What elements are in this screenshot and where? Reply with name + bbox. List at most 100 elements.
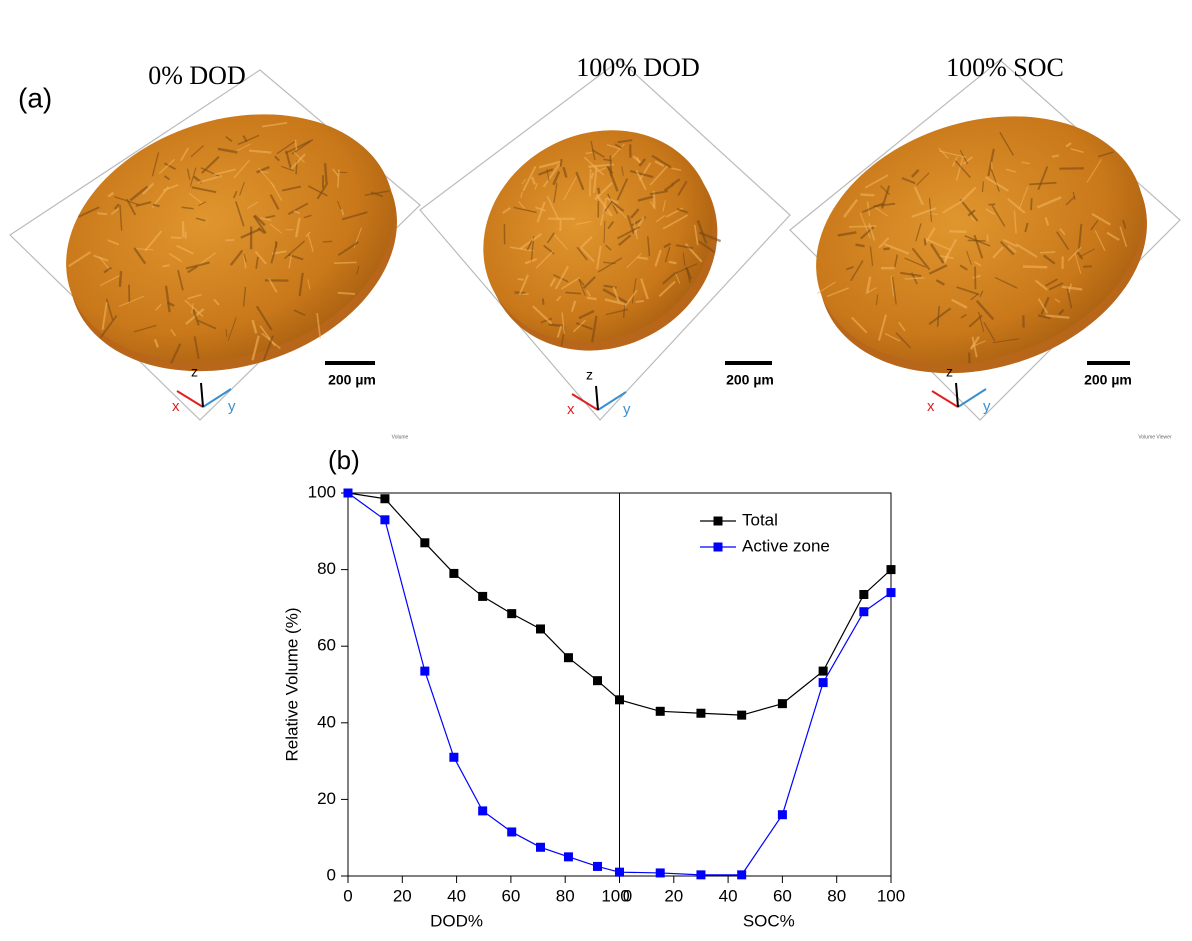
texture (621, 166, 624, 176)
texture (880, 185, 891, 196)
texture (1045, 314, 1070, 319)
x-tick-label: 100 (877, 886, 905, 905)
texture (866, 201, 871, 216)
marker (380, 494, 390, 504)
texture (916, 172, 930, 186)
texture (951, 156, 958, 167)
texture (307, 185, 328, 197)
texture (898, 321, 906, 332)
texture (126, 198, 137, 216)
texture (978, 311, 985, 332)
texture (655, 214, 666, 223)
texture (970, 216, 976, 222)
texture (603, 220, 606, 244)
texture (597, 187, 601, 194)
marker (886, 588, 896, 598)
x-tick-label: 80 (556, 886, 575, 905)
texture (341, 209, 345, 216)
texture (560, 276, 581, 290)
texture (616, 178, 629, 201)
texture (607, 220, 615, 230)
texture (617, 139, 633, 144)
texture (322, 240, 333, 243)
texture (999, 131, 1014, 156)
texture (588, 163, 614, 168)
marker (655, 706, 665, 716)
texture (1002, 238, 1018, 248)
marker (777, 699, 787, 709)
texture (316, 312, 322, 339)
texture (303, 214, 312, 219)
y-tick-label: 0 (327, 865, 336, 884)
axis-x-arrow (571, 393, 599, 411)
texture (334, 261, 357, 265)
texture (938, 147, 949, 159)
texture (552, 171, 561, 186)
texture (981, 181, 985, 193)
marker (859, 589, 869, 599)
texture (884, 332, 901, 342)
texture (662, 271, 677, 285)
texture (188, 192, 202, 204)
marker (478, 806, 488, 816)
texture (293, 151, 305, 163)
texture (549, 277, 557, 287)
texture (910, 169, 920, 178)
texture (96, 212, 108, 216)
texture (155, 303, 162, 311)
legend-label: Total (742, 510, 778, 529)
texture (168, 252, 183, 263)
texture (166, 301, 175, 307)
texture (662, 200, 666, 212)
axis-x-label: x (927, 398, 935, 415)
texture (1021, 161, 1030, 165)
texture (991, 205, 1006, 227)
texture (575, 171, 585, 191)
x-tick-label: 40 (447, 886, 466, 905)
texture (862, 202, 884, 213)
texture (128, 284, 131, 302)
texture (213, 298, 220, 306)
texture (186, 168, 191, 180)
texture (915, 223, 922, 242)
texture (884, 243, 910, 255)
panel-label: (b) (328, 445, 360, 475)
texture (118, 295, 145, 308)
texture (631, 278, 637, 304)
marker (449, 568, 459, 578)
texture (225, 136, 233, 143)
texture (337, 291, 355, 295)
texture (364, 190, 390, 197)
texture (307, 279, 311, 290)
texture (904, 257, 927, 268)
texture (684, 266, 693, 280)
texture (118, 271, 123, 287)
texture (1091, 213, 1111, 226)
texture (593, 167, 598, 193)
texture (1022, 315, 1025, 328)
texture (229, 249, 244, 266)
render (66, 114, 397, 372)
axis-z-arrow (200, 382, 204, 408)
marker (696, 708, 706, 718)
legend-marker (713, 542, 723, 552)
marker (696, 870, 706, 880)
texture (177, 270, 184, 291)
texture (869, 246, 874, 266)
y-tick-label: 60 (317, 636, 336, 655)
texture (255, 256, 259, 269)
texture (868, 223, 876, 241)
texture (538, 160, 561, 169)
texture (617, 226, 641, 240)
texture (994, 276, 1018, 289)
marker (615, 867, 624, 877)
texture (992, 246, 1004, 259)
texture (93, 254, 109, 262)
axis-z-arrow (955, 382, 959, 408)
texture (276, 140, 296, 155)
y-tick-label: 100 (308, 482, 336, 501)
marker (593, 676, 603, 686)
axis-y-label: y (623, 401, 631, 418)
texture (103, 266, 112, 274)
texture (986, 234, 989, 242)
